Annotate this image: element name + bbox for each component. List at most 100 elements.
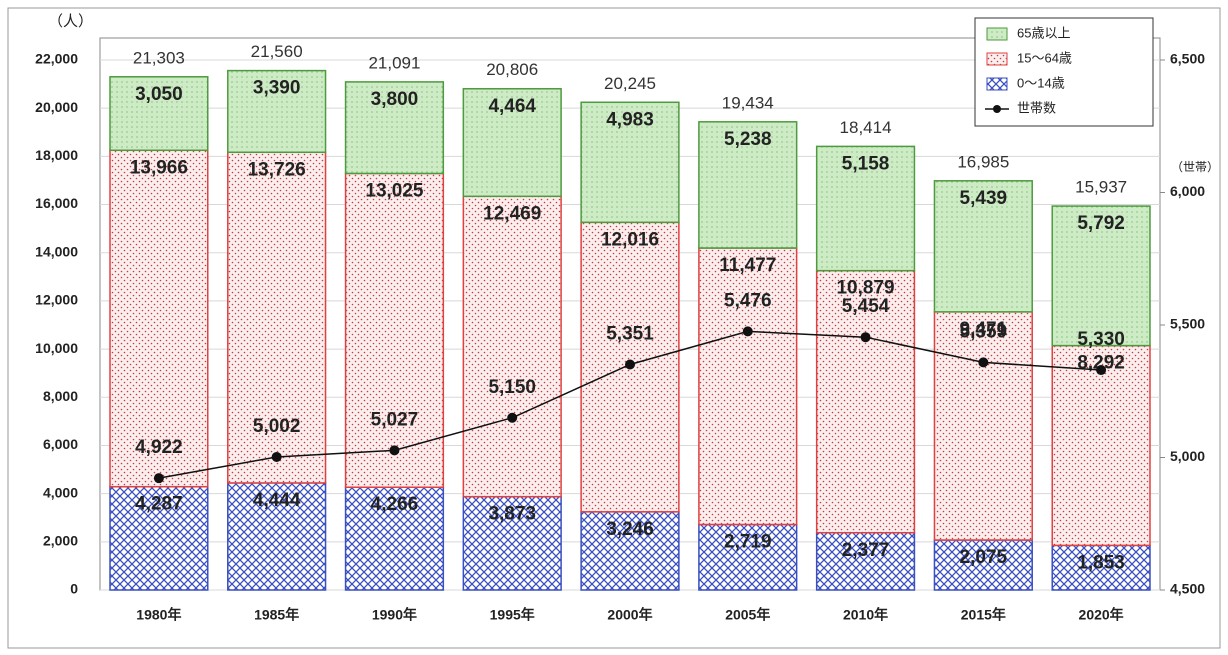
total-label: 16,985 <box>957 152 1009 171</box>
line-point <box>507 412 518 423</box>
y-tick-label: 18,000 <box>35 147 78 163</box>
bar-value-label: 1,853 <box>1077 552 1125 573</box>
line-point <box>742 326 753 337</box>
bar-value-label: 4,287 <box>135 494 183 515</box>
bar-value-label: 3,800 <box>371 89 419 110</box>
bar-value-label: 10,879 <box>836 278 894 299</box>
bar-segment <box>698 121 798 249</box>
total-label: 20,806 <box>486 60 538 79</box>
bar-value-label: 12,016 <box>601 229 659 250</box>
total-label: 21,303 <box>133 48 185 67</box>
bar-segment <box>1051 544 1151 591</box>
total-label: 19,434 <box>722 93 774 112</box>
y-tick-label: 6,000 <box>43 436 78 452</box>
bar-value-label: 3,246 <box>606 519 654 540</box>
total-label: 15,937 <box>1075 178 1127 197</box>
y-tick-label: 20,000 <box>35 99 78 115</box>
total-label: 20,245 <box>604 74 656 93</box>
bar-value-label: 12,469 <box>483 203 541 224</box>
bar-value-label: 13,025 <box>365 180 424 201</box>
bar-segment <box>815 145 916 272</box>
bar-value-label: 5,439 <box>960 188 1008 209</box>
bar-segment <box>344 172 445 488</box>
bar-segment <box>698 247 798 526</box>
y-tick-label: 12,000 <box>35 292 78 308</box>
bar-value-label: 4,464 <box>488 96 536 117</box>
bar-segment <box>462 195 562 498</box>
bar-segment <box>933 180 1033 313</box>
bar-value-label: 13,966 <box>130 157 188 178</box>
line-value-label: 5,454 <box>842 296 890 317</box>
bar-segment <box>109 149 209 488</box>
bar-value-label: 13,726 <box>248 159 306 180</box>
bar-value-label: 5,158 <box>842 153 890 174</box>
y-tick-label: 14,000 <box>35 243 78 259</box>
line-point <box>153 473 164 484</box>
bar-value-label: 2,377 <box>842 540 890 561</box>
x-tick-label: 2015年 <box>961 607 1006 623</box>
legend-marker <box>993 105 1001 113</box>
line-point <box>389 445 400 456</box>
bar-value-label: 2,075 <box>960 547 1008 568</box>
legend-label: 65歳以上 <box>1017 25 1070 40</box>
x-tick-label: 2010年 <box>843 607 888 623</box>
bar-segment <box>815 531 916 591</box>
x-tick-label: 1995年 <box>490 607 535 623</box>
bar-value-label: 5,792 <box>1077 213 1125 234</box>
bar-value-label: 9,471 <box>960 319 1008 340</box>
y-tick-label: 10,000 <box>35 340 78 356</box>
bar-value-label: 4,266 <box>371 494 419 515</box>
bar-segment <box>933 311 1033 541</box>
line-value-label: 5,002 <box>253 416 301 437</box>
frame <box>7 7 1221 649</box>
line-value-label: 5,351 <box>606 324 654 345</box>
bar-value-label: 3,390 <box>253 78 301 99</box>
line-point <box>860 332 871 343</box>
y-tick-label: 0 <box>70 581 78 597</box>
line-value-label: 5,027 <box>371 409 419 430</box>
y-tick-label: 2,000 <box>43 533 78 549</box>
bar-value-label: 11,477 <box>719 255 776 276</box>
legend-label: 15～64歳 <box>1017 50 1072 65</box>
line-value-label: 5,476 <box>724 290 772 311</box>
total-label: 18,414 <box>840 118 892 137</box>
x-tick-label: 1990年 <box>372 607 417 623</box>
y2-axis-label: （世帯） <box>1171 160 1219 174</box>
bar-value-label: 4,444 <box>253 490 301 511</box>
legend-swatch <box>986 27 1008 41</box>
line-point <box>271 451 282 462</box>
y-tick-label: 22,000 <box>35 51 78 67</box>
legend-swatch <box>986 77 1008 91</box>
legend-label: 0～14歳 <box>1017 75 1065 90</box>
bar-value-label: 2,719 <box>724 532 772 553</box>
bar-segment <box>815 269 916 534</box>
bar-segment <box>462 495 562 591</box>
x-tick-label: 2000年 <box>607 607 652 623</box>
bar-value-label: 5,238 <box>724 129 772 150</box>
bar-value-label: 8,292 <box>1077 353 1125 374</box>
x-tick-label: 1980年 <box>136 607 181 623</box>
bar-segment <box>1051 205 1151 347</box>
bar-segment <box>344 81 445 175</box>
y-tick-label: 16,000 <box>35 195 78 211</box>
bar-value-label: 3,050 <box>135 84 183 105</box>
y2-tick-label: 6,500 <box>1170 51 1205 67</box>
y2-tick-label: 4,500 <box>1170 581 1205 597</box>
legend-label: 世帯数 <box>1017 100 1056 115</box>
line-point <box>625 359 635 370</box>
y-axis-label: （人） <box>48 13 93 30</box>
bar-segment <box>227 69 327 154</box>
line-value-label: 5,150 <box>488 377 536 398</box>
y-tick-label: 4,000 <box>43 484 78 500</box>
bar-segment <box>109 76 209 152</box>
bar-segment <box>227 151 327 484</box>
bar-segment <box>344 486 445 591</box>
bar-value-label: 3,873 <box>488 504 536 525</box>
x-tick-label: 1985年 <box>254 607 299 623</box>
bar-segment <box>1051 344 1151 547</box>
y2-tick-label: 5,500 <box>1170 316 1205 332</box>
line-value-label: 5,330 <box>1077 329 1125 350</box>
bar-segment <box>109 485 209 591</box>
y-tick-label: 8,000 <box>43 388 78 404</box>
